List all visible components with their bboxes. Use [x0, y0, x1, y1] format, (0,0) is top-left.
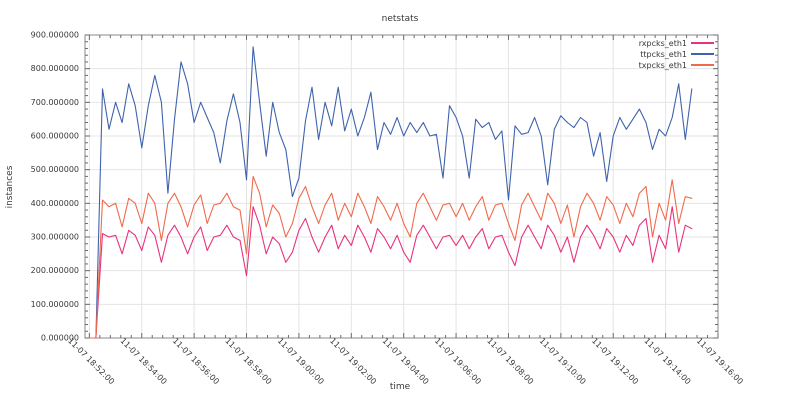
- y-tick-label: 200.000000: [31, 266, 79, 275]
- tick-labels: 0.000000 100.000000 200.000000 300.000000 40…: [31, 31, 745, 387]
- y-tick-label: 800.000000: [31, 64, 79, 73]
- series-line-rxpcks_eth1: [88, 206, 693, 339]
- x-tick-label: 11-07 19:08:00: [485, 336, 535, 386]
- series-line-txpcks_eth1: [88, 175, 693, 339]
- y-tick-label: 100.000000: [31, 300, 79, 309]
- y-axis-label: instances: [5, 165, 15, 208]
- y-tick-label: 400.000000: [31, 199, 79, 208]
- axes: [84, 34, 719, 339]
- y-tick-label: 700.000000: [31, 98, 79, 107]
- legend-label-txpcks_eth1: txpcks_eth1: [639, 61, 687, 70]
- y-tick-label: 300.000000: [31, 233, 79, 242]
- legend-label-rxpcks_eth1: rxpcks_eth1: [639, 39, 687, 48]
- y-tick-label: 900.000000: [31, 31, 79, 40]
- x-tick-label: 11-07 18:54:00: [119, 336, 169, 386]
- plot-border: [84, 34, 719, 339]
- y-tick-label: 500.000000: [31, 165, 79, 174]
- x-tick-label: 11-07 19:04:00: [380, 336, 430, 386]
- x-tick-label: 11-07 18:52:00: [66, 336, 116, 386]
- grid-lines: [85, 35, 718, 338]
- x-tick-label: 11-07 19:12:00: [590, 336, 640, 386]
- y-tick-label: 0.000000: [41, 334, 79, 343]
- x-tick-label: 11-07 19:10:00: [538, 336, 588, 386]
- x-axis-label: time: [390, 382, 411, 392]
- data-series: [88, 46, 693, 339]
- legend-label-ttpcks_eth1: ttpcks_eth1: [640, 50, 687, 59]
- chart-title: netstats: [382, 14, 419, 24]
- x-tick-label: 11-07 18:56:00: [171, 336, 221, 386]
- y-tick-label: 600.000000: [31, 132, 79, 141]
- x-tick-label: 11-07 18:58:00: [223, 336, 273, 386]
- series-line-ttpcks_eth1: [88, 46, 693, 339]
- x-tick-label: 11-07 19:02:00: [328, 336, 378, 386]
- x-tick-label: 11-07 19:14:00: [642, 336, 692, 386]
- legend: rxpcks_eth1 ttpcks_eth1 txpcks_eth1: [639, 39, 714, 70]
- x-tick-label: 11-07 19:16:00: [695, 336, 745, 386]
- x-tick-label: 11-07 19:06:00: [433, 336, 483, 386]
- x-tick-label: 11-07 19:00:00: [276, 336, 326, 386]
